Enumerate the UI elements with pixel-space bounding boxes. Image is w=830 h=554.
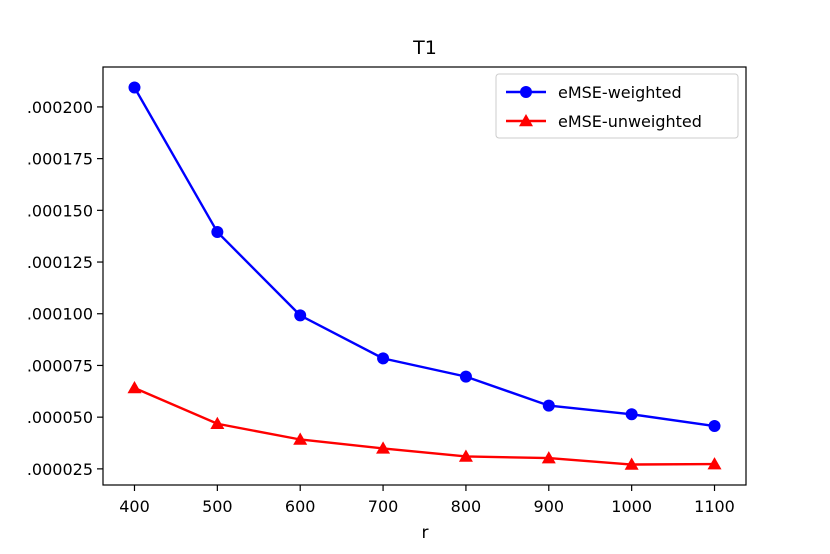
- series-line: [134, 386, 715, 466]
- series-line: [133, 86, 715, 428]
- data-point: [707, 457, 722, 470]
- legend-label: eMSE-unweighted: [558, 112, 702, 131]
- x-tick-label: 1000: [611, 497, 652, 516]
- x-tick-label: 800: [451, 497, 482, 516]
- series-1: [128, 81, 721, 433]
- data-point: [294, 309, 307, 322]
- data-point: [293, 432, 308, 445]
- legend-box: [495, 73, 739, 139]
- x-tick-label: 700: [368, 497, 399, 516]
- x-tick-label: 900: [534, 497, 565, 516]
- legend: eMSE-weighted eMSE-unweighted: [495, 73, 739, 139]
- legend-label: eMSE-weighted: [558, 83, 682, 102]
- y-tick-label: .000150: [27, 201, 93, 220]
- data-point: [211, 226, 224, 239]
- chart-title: T1: [412, 37, 437, 59]
- data-point: [128, 81, 141, 94]
- data-point: [708, 420, 721, 433]
- data-point: [458, 449, 473, 462]
- x-tick-label: 1100: [694, 497, 735, 516]
- data-point: [377, 352, 390, 365]
- data-point: [376, 441, 391, 454]
- plot-area: [102, 66, 747, 486]
- y-tick-label: .000050: [27, 408, 93, 427]
- legend-marker: [519, 114, 533, 127]
- y-tick-label: .000125: [27, 253, 93, 272]
- y-tick-label: .000025: [27, 460, 93, 479]
- x-axis-ticks: 400 500 600 700 800 900 1000 1100: [119, 485, 735, 516]
- data-point: [127, 380, 142, 394]
- data-point: [542, 399, 555, 412]
- x-axis-label: r: [422, 523, 429, 543]
- y-axis-ticks: .000025 .000050 .000075 .000100 .000125 .0001…: [27, 98, 103, 479]
- data-point: [210, 416, 225, 430]
- y-tick-label: .000200: [27, 98, 93, 117]
- y-tick-label: .000175: [27, 150, 93, 169]
- y-tick-label: .000075: [27, 356, 93, 375]
- data-point: [541, 451, 556, 464]
- data-point: [624, 457, 639, 470]
- data-point: [459, 370, 472, 383]
- data-point: [625, 408, 638, 421]
- legend-marker: [520, 86, 532, 98]
- x-tick-label: 600: [285, 497, 316, 516]
- series-layer: [127, 81, 722, 470]
- x-tick-label: 500: [202, 497, 233, 516]
- series-2: [127, 380, 722, 470]
- x-tick-label: 400: [119, 497, 150, 516]
- y-tick-label: .000100: [27, 305, 93, 324]
